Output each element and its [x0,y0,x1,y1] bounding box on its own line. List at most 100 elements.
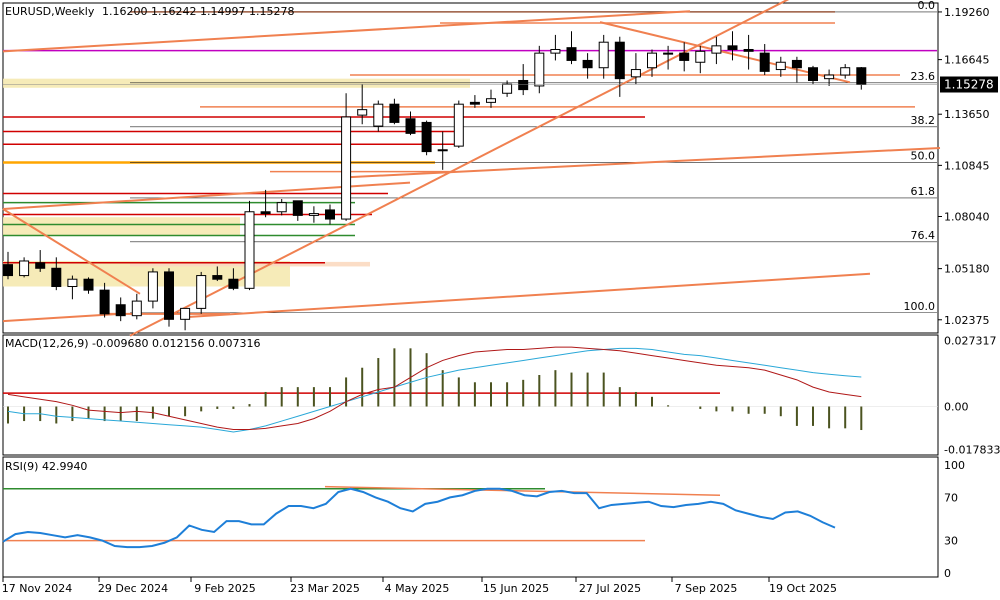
bear-candle [325,209,335,220]
macd-line [7,347,862,433]
price-tick-label: 1.19260 [944,6,990,19]
fib-label: 23.6 [911,70,936,83]
bull-candle [276,202,287,213]
bull-candle [502,83,513,94]
bear-candle [582,59,593,69]
fib-label: 38.2 [911,114,936,127]
bear-candle [228,278,239,289]
trendline [349,146,941,179]
time-tick-label: 9 Feb 2025 [194,582,255,595]
bear-candle [566,47,577,61]
rsi-tick-label: 100 [944,459,965,472]
bull-candle [180,307,191,320]
bull-candle [630,69,641,78]
panel-frame [2,334,939,456]
rsi-tick-label: 0 [944,567,951,580]
trendline [2,208,141,295]
fib-label: 50.0 [911,149,936,162]
rsi-tick-label: 70 [944,491,958,504]
bull-candle [663,52,674,55]
price-tick-label: 1.02375 [944,314,990,327]
bear-candle [83,278,94,291]
chart-ohlc-values: 1.16200 1.16242 1.14997 1.15278 [102,5,294,18]
current-price-badge [940,76,998,93]
bear-candle [808,67,818,81]
rsi-panel [2,485,836,549]
rsi-line [2,487,836,549]
bull-candle [131,300,142,317]
trendline [179,272,871,319]
panel-frame [2,456,939,578]
bull-candle [373,103,384,127]
bear-candle [164,271,174,320]
fib-label: 100.0 [904,300,936,313]
bear-candle [743,48,754,52]
bear-candle [679,52,690,61]
bear-candle [35,262,46,269]
bear-candle [518,79,529,91]
rsi-divergence-line [324,485,721,496]
chart-background [2,2,939,578]
trendline [2,312,121,323]
current-price-label: 1.15278 [944,77,994,91]
trendline [2,10,691,53]
bull-candle [598,41,609,69]
macd-tick-label: 0.027317 [944,334,997,347]
bear-candle [115,304,126,317]
bear-candle [614,41,625,80]
price-tick-label: 1.16645 [944,54,990,67]
bull-candle [453,103,464,147]
bull-candle [67,278,78,288]
price-tick-label: 1.05180 [944,263,990,276]
rsi-tick-label: 30 [944,535,958,548]
price-tick-label: 1.08040 [944,210,990,223]
bear-candle [727,45,738,50]
bull-candle [357,109,368,116]
time-tick-label: 4 May 2025 [385,582,450,595]
bull-candle [437,149,448,152]
bear-candle [51,267,62,288]
bull-candle [840,67,851,76]
time-tick-label: 17 Nov 2024 [2,582,72,595]
candlesticks [3,31,867,331]
fib-label: 76.4 [911,229,936,242]
bull-candle [19,260,30,277]
macd-tick-label: -0.017833 [944,444,1000,457]
bull-candle [647,52,657,69]
bear-candle [389,103,400,123]
bull-candle [147,271,158,302]
bull-candle [486,98,496,103]
bear-candle [405,118,416,134]
bull-candle [695,50,706,63]
time-tick-label: 23 Mar 2025 [290,582,360,595]
bull-candle [711,45,722,54]
price-tick-label: 1.13650 [944,108,990,121]
bull-candle [550,48,561,54]
bear-candle [99,289,110,315]
bear-candle [421,121,432,153]
bull-candle [196,275,207,309]
macd-tick-label: 0.00 [944,401,969,414]
bull-candle [534,52,545,87]
rsi-title: RSI(9) 42.9940 [5,460,87,473]
bear-candle [260,211,271,215]
bull-candle [775,61,786,71]
bear-candle [791,59,802,69]
time-tick-label: 19 Oct 2025 [769,582,837,595]
bull-candle [824,74,835,80]
time-tick-label: 29 Dec 2024 [98,582,168,595]
time-tick-label: 7 Sep 2025 [675,582,738,595]
macd-title: MACD(12,26,9) -0.009680 0.012156 0.00731… [5,337,260,350]
bear-candle [3,264,13,277]
bear-candle [212,275,223,280]
chart-symbol-title: EURUSD,Weekly [5,5,95,18]
bear-candle [292,200,303,216]
macd-panel [3,346,938,433]
bull-candle [308,213,319,216]
bear-candle [856,67,867,85]
bull-candle [341,116,352,220]
time-tick-label: 15 Jun 2025 [483,582,549,595]
macd-signal-line [7,346,862,431]
price-zone [3,78,470,88]
